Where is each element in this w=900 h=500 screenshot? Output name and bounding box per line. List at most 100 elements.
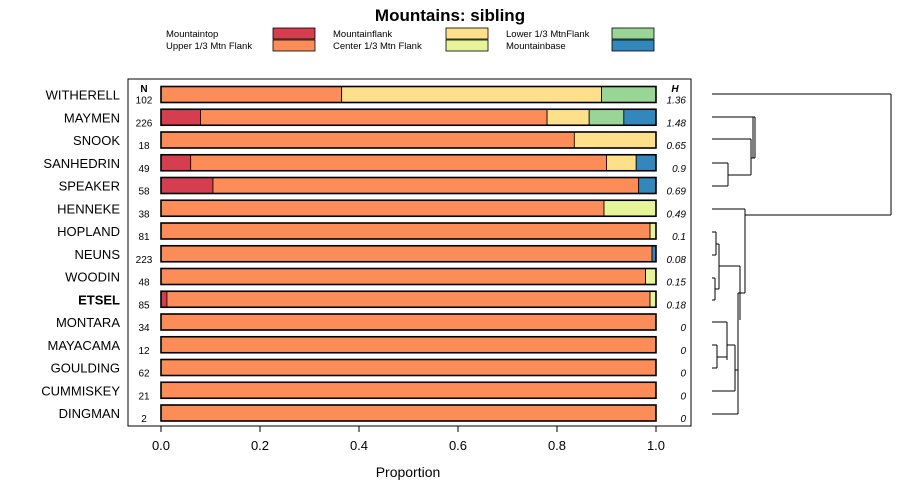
legend-label: Center 1/3 Mtn Flank <box>333 41 422 52</box>
category-label: WITHERELL <box>46 88 120 103</box>
category-label: SANHEDRIN <box>43 156 120 171</box>
bar-segment <box>160 313 657 331</box>
bar-segment <box>638 177 657 194</box>
h-value: 0.65 <box>667 141 687 152</box>
h-value: 0.18 <box>667 300 687 311</box>
category-label: HENNEKE <box>57 201 120 216</box>
x-axis: 0.0 0.2 0.4 0.6 0.8 1.0 <box>152 426 665 453</box>
bar-segment <box>160 177 214 194</box>
bar-outline <box>160 222 657 240</box>
legend-label: Upper 1/3 Mtn Flank <box>166 41 252 52</box>
bar-segment <box>649 290 657 308</box>
h-value: 0 <box>680 414 686 425</box>
bar-segment <box>160 268 647 285</box>
bar-segment <box>635 154 657 172</box>
category-label: ETSEL <box>78 292 120 307</box>
bar-segment <box>160 404 657 422</box>
h-value: 0.15 <box>667 278 687 289</box>
bar-segment <box>601 86 657 103</box>
bar-rows: WITHERELL 102 1.36 MAYMEN 226 1.48 SNOOK 18 0.65… <box>41 85 687 425</box>
h-value: 0.1 <box>672 232 686 243</box>
bar-outline <box>160 199 657 218</box>
n-value: 38 <box>138 209 150 220</box>
category-label: GOULDING <box>51 361 120 376</box>
bar-segment <box>606 154 637 172</box>
legend-label: Lower 1/3 MtnFlank <box>506 29 590 40</box>
legend-swatch <box>611 27 655 40</box>
bar-outline <box>160 153 657 172</box>
bar-segment <box>603 199 657 217</box>
bar-segment <box>546 108 590 126</box>
h-value: 0 <box>680 323 686 334</box>
legend-label: Mountainflank <box>333 29 392 40</box>
n-value: 102 <box>136 96 153 107</box>
h-value: 0.49 <box>667 209 687 220</box>
bar-segment <box>160 245 653 263</box>
n-value: 12 <box>138 346 150 357</box>
bar-outline <box>160 335 657 354</box>
bar-segment <box>645 268 657 285</box>
bar-outline <box>160 131 657 149</box>
bar-outline <box>160 244 657 263</box>
bar-outline <box>160 404 657 422</box>
legend-label: Mountainbase <box>506 41 566 52</box>
n-value: 85 <box>138 300 150 311</box>
bar-segment <box>573 131 657 149</box>
category-label: SNOOK <box>73 133 120 148</box>
chart-title: Mountains: sibling <box>375 6 525 25</box>
category-label: MAYMEN <box>64 110 120 125</box>
dendrogram <box>712 93 892 415</box>
bar-segment <box>649 222 657 240</box>
bar-outline <box>160 358 657 377</box>
h-value: 1.36 <box>667 96 687 107</box>
h-value: 0 <box>680 346 686 357</box>
legend-swatch <box>272 27 316 40</box>
legend-swatch <box>445 39 489 52</box>
legend-swatch <box>611 39 655 52</box>
bar-segment <box>212 177 640 194</box>
h-value: 0 <box>680 369 686 380</box>
bar-segment <box>200 108 548 126</box>
category-label: WOODIN <box>65 270 120 285</box>
x-tick-label: 1.0 <box>647 438 665 453</box>
legend-swatch <box>445 27 489 40</box>
h-value: 0.69 <box>667 187 687 198</box>
bar-segment <box>160 359 657 376</box>
bar-segment <box>160 381 657 399</box>
n-value: 81 <box>138 232 150 243</box>
bar-outline <box>160 85 657 104</box>
n-value: 48 <box>138 278 150 289</box>
category-label: SPEAKER <box>59 179 120 194</box>
bar-segment <box>341 86 602 103</box>
h-header: H <box>671 84 679 95</box>
x-tick-label: 0.0 <box>152 438 170 453</box>
category-label: MAYACAMA <box>48 338 121 353</box>
bar-segment <box>160 290 168 308</box>
n-value: 62 <box>138 369 150 380</box>
n-value: 21 <box>138 391 150 402</box>
n-value: 49 <box>138 164 150 175</box>
h-value: 0 <box>680 391 686 402</box>
category-label: NEUNS <box>74 247 120 262</box>
bar-segment <box>623 108 657 126</box>
bar-segment <box>166 290 651 308</box>
n-header: N <box>140 84 147 95</box>
category-label: MONTARA <box>56 315 120 330</box>
bar-outline <box>160 381 657 400</box>
x-axis-label: Proportion <box>376 464 441 480</box>
category-label: HOPLAND <box>57 224 120 239</box>
x-tick-label: 0.8 <box>548 438 566 453</box>
bar-outline <box>160 313 657 331</box>
legend-swatch <box>272 39 316 52</box>
bar-segment <box>160 222 651 240</box>
plot-frame <box>127 78 692 427</box>
bar-segment <box>160 108 201 126</box>
category-label: CUMMISKEY <box>41 383 120 398</box>
category-label: DINGMAN <box>59 406 120 421</box>
h-value: 0.9 <box>672 164 686 175</box>
bar-segment <box>160 336 657 354</box>
bar-segment <box>160 199 605 217</box>
bar-segment <box>190 154 607 172</box>
